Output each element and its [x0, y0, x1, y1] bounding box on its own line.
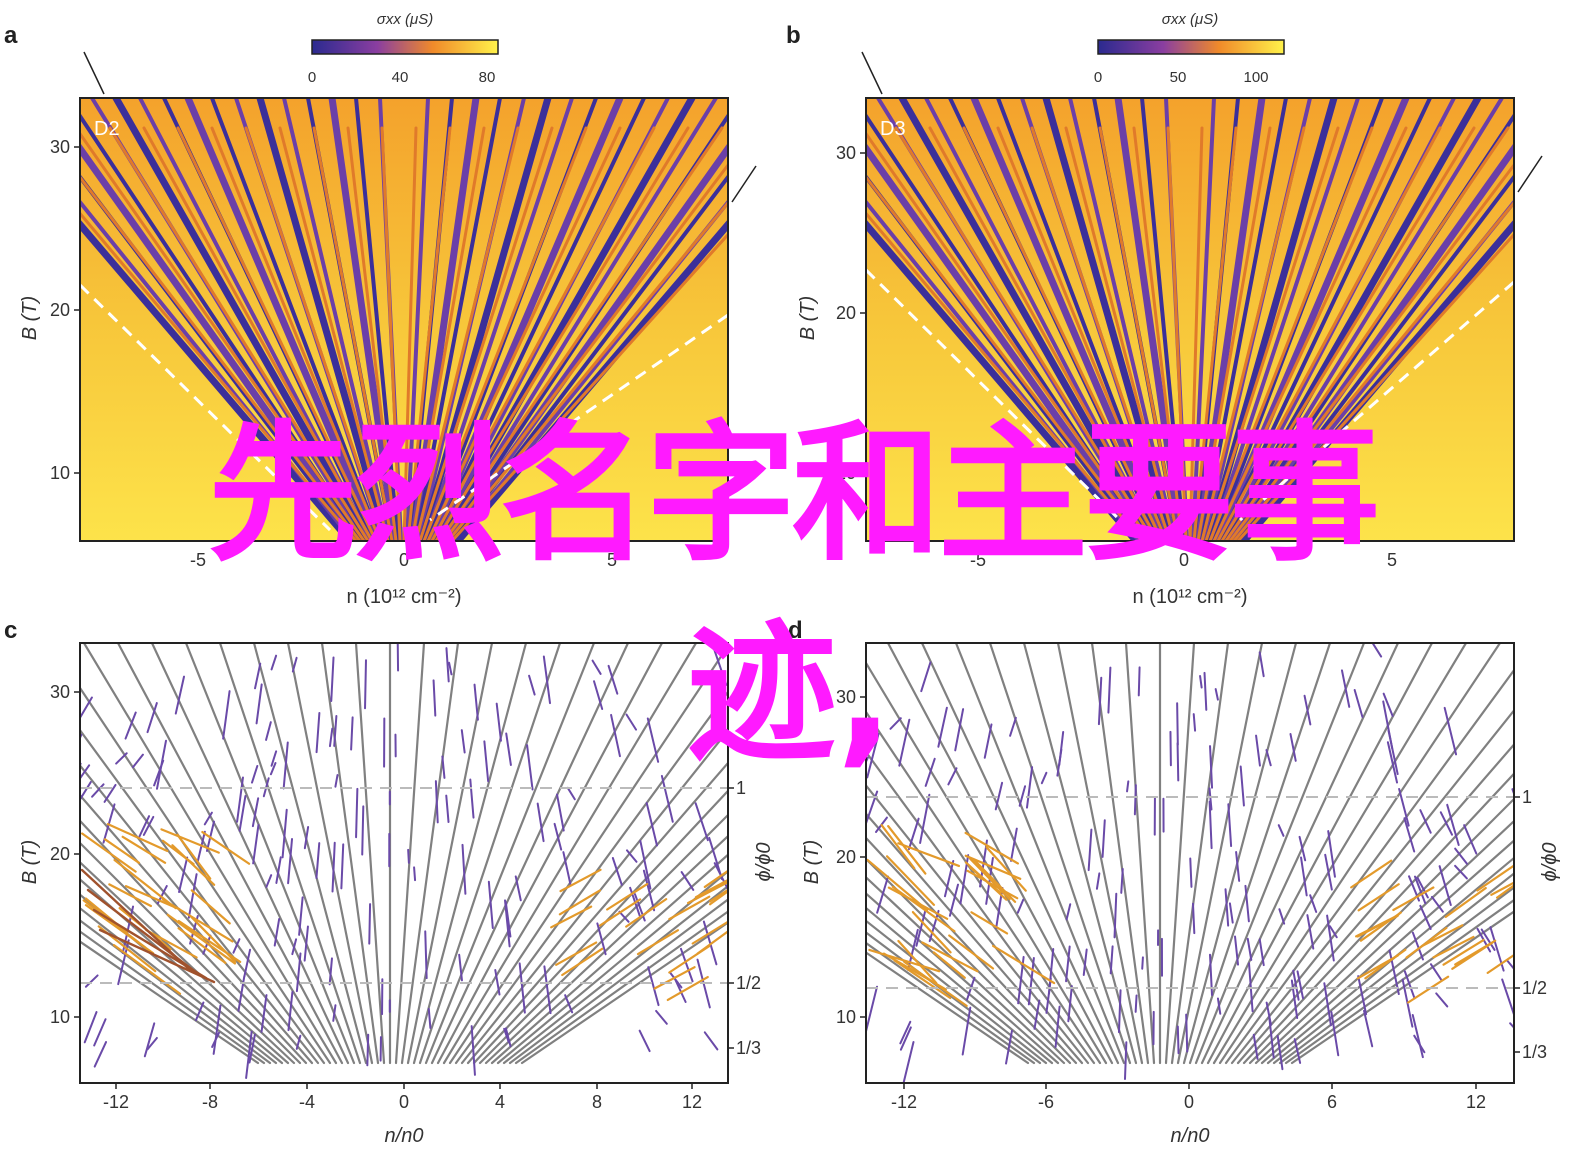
panel-a-ytick-30: 30 [50, 137, 70, 157]
panel-a-cb-tick-0: 0 [308, 69, 316, 86]
panel-a: a σxx (μS) 0 40 80 D2 30 20 10 B (T) -5 … [4, 11, 757, 608]
panel-d-xlabel: n/n0 [1171, 1125, 1210, 1147]
panel-b-xtick-neg5: -5 [970, 550, 986, 570]
panel-d-xtick-neg12: -12 [891, 1092, 917, 1112]
panel-d-ytick-20: 20 [836, 847, 856, 867]
panel-b-cb-tick-1: 50 [1170, 69, 1187, 86]
panel-c-xtick-4: 4 [495, 1092, 505, 1112]
panel-d: d 30 20 10 B (T) -12 -6 0 6 12 n/n0 1 1/… [788, 617, 1561, 1147]
panel-a-colorbar-title: σxx (μS) [377, 11, 433, 28]
panel-b-letter: b [786, 22, 801, 49]
panel-a-cb-tick-2: 80 [479, 69, 496, 86]
panel-d-ytick-10: 10 [836, 1007, 856, 1027]
panel-c-xtick-0: 0 [399, 1092, 409, 1112]
panel-b-ytick-30: 30 [836, 143, 856, 163]
panel-d-xtick-neg6: -6 [1038, 1092, 1054, 1112]
panel-b-arrow-top [861, 51, 883, 95]
panel-d-fan [866, 643, 1514, 1083]
panel-a-xlabel: n (10¹² cm⁻²) [347, 586, 462, 608]
panel-a-letter: a [4, 22, 18, 49]
panel-d-letter: d [788, 617, 803, 644]
panel-d-rtick-half: 1/2 [1522, 978, 1547, 998]
panel-c-fan [80, 643, 728, 1083]
panel-c-xtick-neg8: -8 [202, 1092, 218, 1112]
panel-b-ylabel: B (T) [797, 296, 819, 340]
panel-d-xtick-0: 0 [1184, 1092, 1194, 1112]
panel-d-frame [865, 642, 1515, 1084]
panel-a-ytick-20: 20 [50, 300, 70, 320]
panel-d-right-label: ϕ/ϕ0 [1539, 843, 1561, 882]
panel-d-xtick-6: 6 [1327, 1092, 1337, 1112]
panel-a-xtick-0: 0 [399, 550, 409, 570]
panel-d-ylabel: B (T) [801, 840, 823, 884]
panel-a-arrow-right [731, 165, 757, 203]
panel-a-frame [79, 97, 729, 542]
panel-c-ytick-30: 30 [50, 682, 70, 702]
panel-c-right-label: ϕ/ϕ0 [753, 843, 775, 882]
panel-d-ytick-30: 30 [836, 687, 856, 707]
panel-c-xtick-12: 12 [682, 1092, 702, 1112]
panel-b: b σxx (μS) 0 50 100 D3 30 20 10 B (T) -5… [786, 11, 1543, 608]
panel-c-rtick-half: 1/2 [736, 973, 761, 993]
panel-a-cb-tick-1: 40 [392, 69, 409, 86]
panel-d-rtick-1: 1 [1522, 787, 1532, 807]
panel-a-xtick-neg5: -5 [190, 550, 206, 570]
panel-a-arrow-top [83, 51, 105, 95]
panel-b-xtick-0: 0 [1179, 550, 1189, 570]
panel-c: c 30 20 10 B (T) -12 -8 -4 0 4 8 12 n/n0 [4, 617, 775, 1147]
panel-b-cb-tick-0: 0 [1094, 69, 1102, 86]
panel-b-frame [865, 97, 1515, 542]
panel-b-colorbar [1097, 39, 1285, 55]
panel-a-xtick-5: 5 [607, 550, 617, 570]
panel-c-rtick-1: 1 [736, 778, 746, 798]
panel-b-ytick-20: 20 [836, 303, 856, 323]
panel-c-ytick-10: 10 [50, 1007, 70, 1027]
panel-c-xlabel: n/n0 [385, 1125, 424, 1147]
panel-b-arrow-right [1517, 155, 1543, 193]
panel-c-letter: c [4, 617, 17, 644]
panel-a-ytick-10: 10 [50, 463, 70, 483]
panel-d-xtick-12: 12 [1466, 1092, 1486, 1112]
panel-a-inset-label: D2 [94, 118, 120, 140]
panel-b-inset-label: D3 [880, 118, 906, 140]
panel-a-colorbar [311, 39, 499, 55]
panel-a-ylabel: B (T) [19, 296, 41, 340]
panel-a-map [80, 98, 728, 541]
panel-b-map [866, 98, 1514, 541]
panel-c-xtick-neg12: -12 [103, 1092, 129, 1112]
panel-c-ylabel: B (T) [19, 840, 41, 884]
panel-d-rtick-third: 1/3 [1522, 1042, 1547, 1062]
panel-c-xtick-8: 8 [592, 1092, 602, 1112]
panel-b-xtick-5: 5 [1387, 550, 1397, 570]
panel-c-rtick-third: 1/3 [736, 1038, 761, 1058]
panel-b-colorbar-title: σxx (μS) [1162, 11, 1218, 28]
panel-b-xlabel: n (10¹² cm⁻²) [1133, 586, 1248, 608]
panel-c-ytick-20: 20 [50, 844, 70, 864]
panel-b-ytick-10: 10 [836, 463, 856, 483]
panel-b-cb-tick-2: 100 [1243, 69, 1268, 86]
panel-c-xtick-neg4: -4 [299, 1092, 315, 1112]
